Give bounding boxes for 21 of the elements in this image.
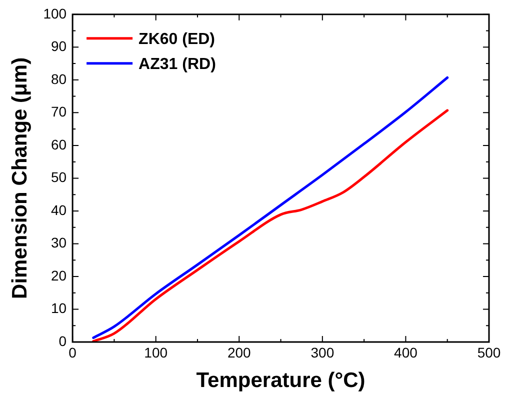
y-tick-label: 80 — [50, 70, 67, 87]
x-tick-label: 400 — [394, 344, 418, 360]
y-tick-label: 10 — [50, 300, 67, 316]
legend-label: ZK60 (ED) — [138, 30, 216, 48]
y-tick-label: 90 — [50, 38, 67, 54]
y-axis-title: Dimension Change (μm) — [8, 57, 32, 299]
y-tick-label: 60 — [50, 136, 67, 152]
x-tick-label: 200 — [227, 344, 252, 360]
y-tick-label: 50 — [50, 169, 67, 186]
y-tick-label: 0 — [58, 332, 67, 349]
x-tick-label: 0 — [68, 344, 77, 360]
x-tick-label: 500 — [477, 344, 501, 360]
y-tick-label: 20 — [50, 267, 67, 284]
y-tick-label: 40 — [50, 202, 67, 218]
legend-label: AZ31 (RD) — [138, 56, 216, 73]
y-tick-label: 70 — [50, 104, 67, 120]
x-tick-label: 100 — [144, 344, 168, 360]
x-axis-title: Temperature (°C) — [196, 369, 366, 392]
y-tick-label: 100 — [43, 5, 67, 22]
y-tick-label: 30 — [50, 234, 67, 251]
x-tick-label: 300 — [310, 344, 334, 360]
